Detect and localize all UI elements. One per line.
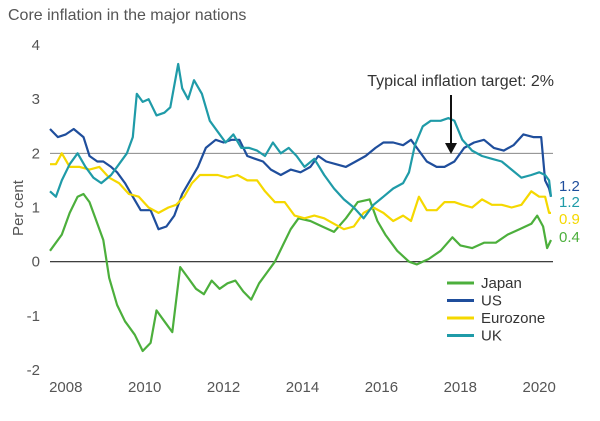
- legend-item-uk: UK: [447, 328, 502, 345]
- legend-label: US: [481, 293, 502, 310]
- x-tick-label: 2008: [49, 379, 82, 396]
- series-line-eurozone: [50, 152, 551, 231]
- end-label-eurozone: 0.9: [559, 211, 580, 228]
- x-tick-label: 2020: [523, 379, 556, 396]
- annotation-text: Typical inflation target: 2%: [367, 73, 554, 90]
- annotation-arrow-head: [445, 143, 457, 154]
- legend-item-eurozone: Eurozone: [447, 310, 545, 327]
- y-tick-label: 1: [32, 200, 40, 217]
- y-tick-label: -1: [27, 308, 40, 325]
- y-tick-label: 3: [32, 91, 40, 108]
- series-layer: [49, 62, 553, 353]
- y-tick-label: 4: [32, 37, 40, 54]
- legend-label: Japan: [481, 275, 522, 292]
- legend-label: Eurozone: [481, 310, 545, 327]
- series-line-japan: [49, 192, 552, 353]
- series-line-us: [49, 127, 553, 231]
- x-tick-label: 2010: [128, 379, 161, 396]
- y-tick-label: 0: [32, 254, 40, 271]
- series-line-uk: [49, 62, 553, 220]
- axis-layer: 4 3 2 1 0 -1 -2 2008 2010 2012 2014 2016 2018 2020: [27, 37, 556, 396]
- x-tick-label: 2012: [207, 379, 240, 396]
- y-tick-label: 2: [32, 145, 40, 162]
- end-label-uk: 1.2: [559, 194, 580, 211]
- annotation-layer: Typical inflation target: 2%: [367, 73, 554, 154]
- end-label-us: 1.2: [559, 178, 580, 195]
- end-label-japan: 0.4: [559, 229, 580, 246]
- legend-item-japan: Japan: [447, 275, 522, 292]
- y-tick-label: -2: [27, 362, 40, 379]
- legend-label: UK: [481, 328, 502, 345]
- x-tick-label: 2016: [365, 379, 398, 396]
- chart-title: Core inflation in the major nations: [8, 7, 246, 24]
- legend-item-us: US: [447, 293, 502, 310]
- x-tick-label: 2018: [444, 379, 477, 396]
- y-axis-label: Per cent: [10, 179, 27, 236]
- x-tick-label: 2014: [286, 379, 319, 396]
- end-label-layer: 0.41.20.91.2: [559, 178, 580, 246]
